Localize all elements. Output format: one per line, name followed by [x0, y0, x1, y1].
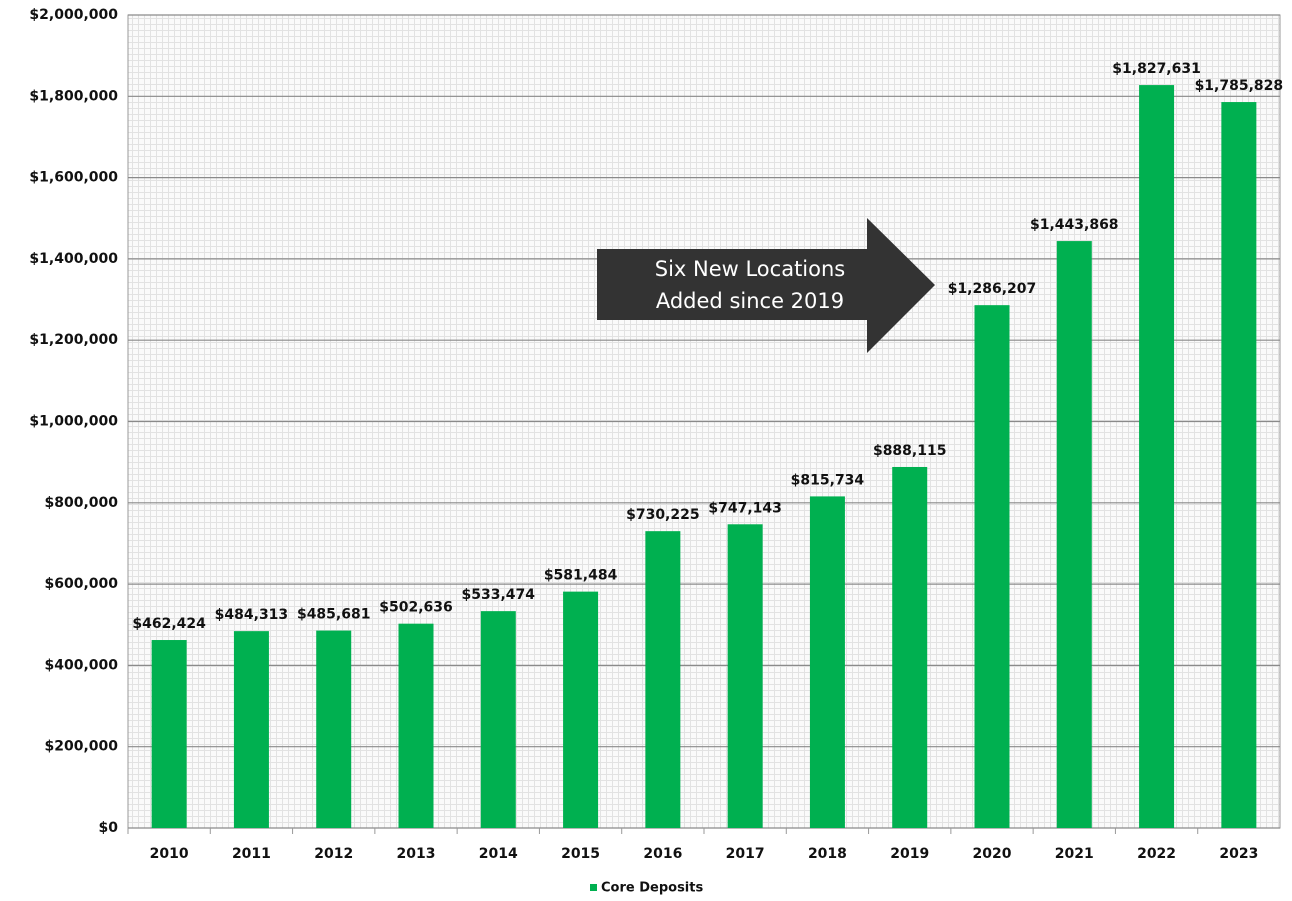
data-label: $581,484 — [544, 568, 618, 584]
legend-swatch — [590, 884, 597, 891]
x-tick-label: 2010 — [150, 846, 189, 862]
data-label: $888,115 — [873, 443, 947, 459]
x-tick-label: 2013 — [397, 846, 436, 862]
y-tick-label: $800,000 — [44, 495, 118, 511]
x-tick-label: 2011 — [232, 846, 271, 862]
x-tick-label: 2023 — [1219, 846, 1258, 862]
bar — [1221, 102, 1257, 829]
y-tick-label: $0 — [99, 820, 119, 836]
legend-label: Core Deposits — [601, 881, 703, 896]
bar — [480, 611, 516, 828]
annotation: Six New Locations — [655, 257, 846, 281]
bar — [1056, 241, 1092, 829]
y-tick-label: $1,000,000 — [29, 414, 118, 430]
data-label: $485,681 — [297, 607, 371, 623]
x-tick-label: 2015 — [561, 846, 600, 862]
data-label: $533,474 — [462, 587, 536, 603]
x-tick-label: 2016 — [643, 846, 682, 862]
bar — [892, 466, 928, 828]
annotation-arrow — [597, 218, 935, 353]
y-tick-label: $200,000 — [44, 739, 118, 755]
bar — [809, 496, 845, 828]
data-label: $815,734 — [791, 472, 865, 488]
y-tick-label: $1,600,000 — [29, 170, 118, 186]
data-label: $747,143 — [708, 500, 782, 516]
bar — [316, 630, 352, 828]
data-label: $484,313 — [215, 607, 289, 623]
x-tick-label: 2018 — [808, 846, 847, 862]
x-tick-label: 2019 — [890, 846, 929, 862]
y-tick-label: $600,000 — [44, 576, 118, 592]
data-label: $502,636 — [379, 600, 453, 616]
bar — [1139, 85, 1175, 829]
data-label: $462,424 — [132, 616, 206, 632]
annotation: Added since 2019 — [656, 289, 844, 313]
x-tick-label: 2017 — [726, 846, 765, 862]
y-tick-label: $2,000,000 — [29, 7, 118, 23]
x-tick-label: 2021 — [1055, 846, 1094, 862]
y-tick-label: $1,200,000 — [29, 332, 118, 348]
data-label: $1,443,868 — [1030, 217, 1119, 233]
bar — [233, 631, 269, 828]
y-tick-label: $400,000 — [44, 657, 118, 673]
y-tick-label: $1,800,000 — [29, 88, 118, 104]
x-tick-label: 2014 — [479, 846, 518, 862]
data-label: $1,286,207 — [948, 281, 1037, 297]
y-tick-label: $1,400,000 — [29, 251, 118, 267]
data-label: $730,225 — [626, 507, 700, 523]
bar — [727, 524, 763, 828]
x-tick-label: 2012 — [314, 846, 353, 862]
bar — [563, 591, 599, 828]
x-tick-label: 2020 — [973, 846, 1012, 862]
data-label: $1,827,631 — [1112, 61, 1201, 77]
x-tick-label: 2022 — [1137, 846, 1176, 862]
data-label: $1,785,828 — [1195, 78, 1284, 94]
bar — [974, 305, 1010, 828]
bar — [151, 640, 187, 828]
bar — [398, 623, 434, 828]
bar — [645, 531, 681, 828]
